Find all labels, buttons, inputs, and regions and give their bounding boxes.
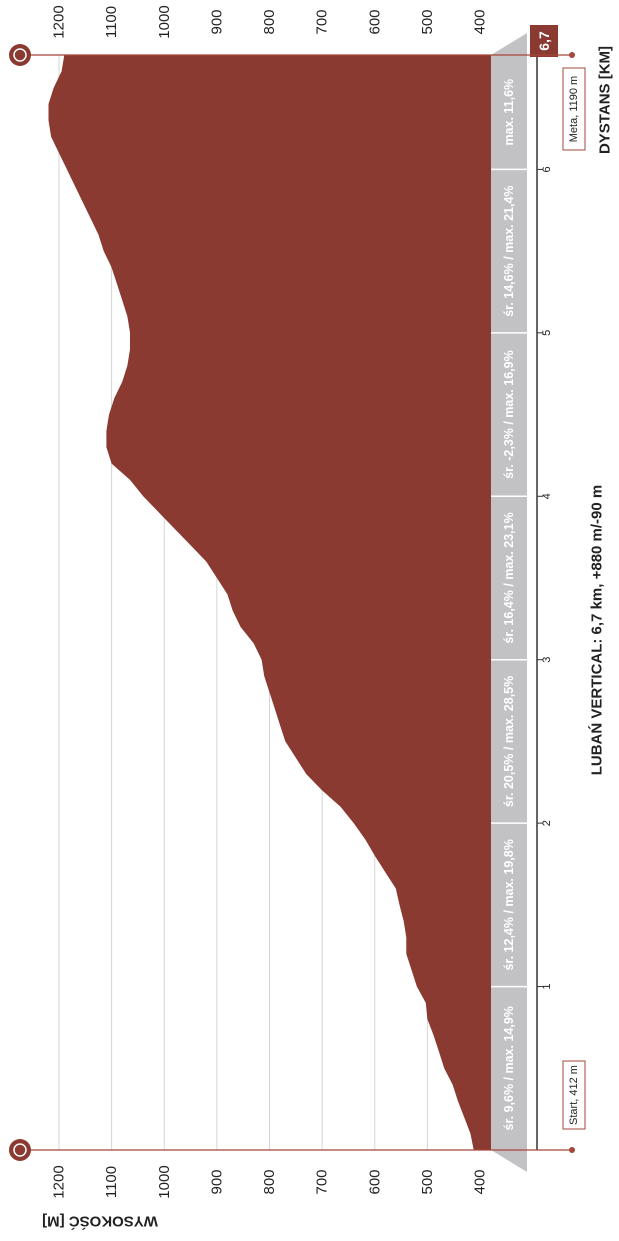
y-tick-label-bottom: 600 [366,1169,383,1194]
segment-gradient-label: max. 11,6% [502,79,516,146]
y-tick-label-bottom: 500 [419,1169,436,1194]
end-distance-badge [530,25,558,57]
gradient-bar-end-cap [491,33,527,55]
segment-gradient-label: śr. 20,5% / max. 28,5% [502,676,516,807]
x-tick-label: 6 [541,166,553,172]
y-tick-label-top: 800 [261,9,278,34]
y-tick-label-bottom: 800 [261,1169,278,1194]
start-marker-flag-icon-ring [13,1143,27,1157]
y-tick-label-top: 500 [419,9,436,34]
finish-annotation-box [562,67,586,151]
start-marker-flag-icon [9,1139,31,1161]
gradient-bar [491,55,527,1150]
x-tick-label: 1 [541,984,553,990]
start-annotation-box [562,1060,586,1130]
y-tick-label-top: 1000 [156,5,173,38]
y-tick-label-top: 900 [208,9,225,34]
chart-title: LUBAŃ VERTICAL: 6,7 km, +880 m/-90 m [589,485,606,776]
x-tick-label: 4 [541,493,553,499]
segment-gradient-label: śr. 16,4% / max. 23,1% [502,512,516,643]
gradient-bar-start-cap [491,1150,527,1172]
y-tick-label-bottom: 900 [208,1169,225,1194]
y-tick-label-top: 1100 [103,6,120,38]
finish-marker-dot [569,52,575,58]
x-tick-label: 2 [541,820,553,826]
finish-annotation-label: Meta, 1190 m [568,76,580,142]
segment-gradient-label: śr. -2,3% / max. 16,9% [502,350,516,479]
y-tick-label-top: 700 [314,9,331,34]
y-tick-label-bottom: 400 [472,1169,489,1194]
x-axis-label: DYSTANS [KM] [597,46,614,154]
y-axis-label: WYSOKOŚĆ [M] [42,1213,158,1231]
finish-marker-flag-icon [9,44,31,66]
segment-gradient-label: śr. 12,4% / max. 19,8% [502,839,516,970]
elevation-area [48,55,494,1150]
segment-gradient-label: śr. 14,6% / max. 21,4% [502,185,516,316]
y-tick-label-bottom: 1200 [51,1165,68,1198]
segment-gradient-label: śr. 9,6% / max. 14,9% [502,1006,516,1130]
start-marker-dot [569,1147,575,1153]
y-tick-label-bottom: 700 [314,1169,331,1194]
end-distance-label: 6,7 [536,31,552,51]
finish-marker-flag-icon-ring [13,48,27,62]
start-annotation-label: Start, 412 m [568,1065,580,1125]
y-tick-label-top: 1200 [51,5,68,38]
y-tick-label-top: 400 [472,9,489,34]
x-tick-label: 3 [541,657,553,663]
y-tick-label-bottom: 1000 [156,1165,173,1198]
y-tick-label-top: 600 [366,9,383,34]
x-tick-label: 5 [541,330,553,336]
y-tick-label-bottom: 1100 [103,1166,120,1198]
